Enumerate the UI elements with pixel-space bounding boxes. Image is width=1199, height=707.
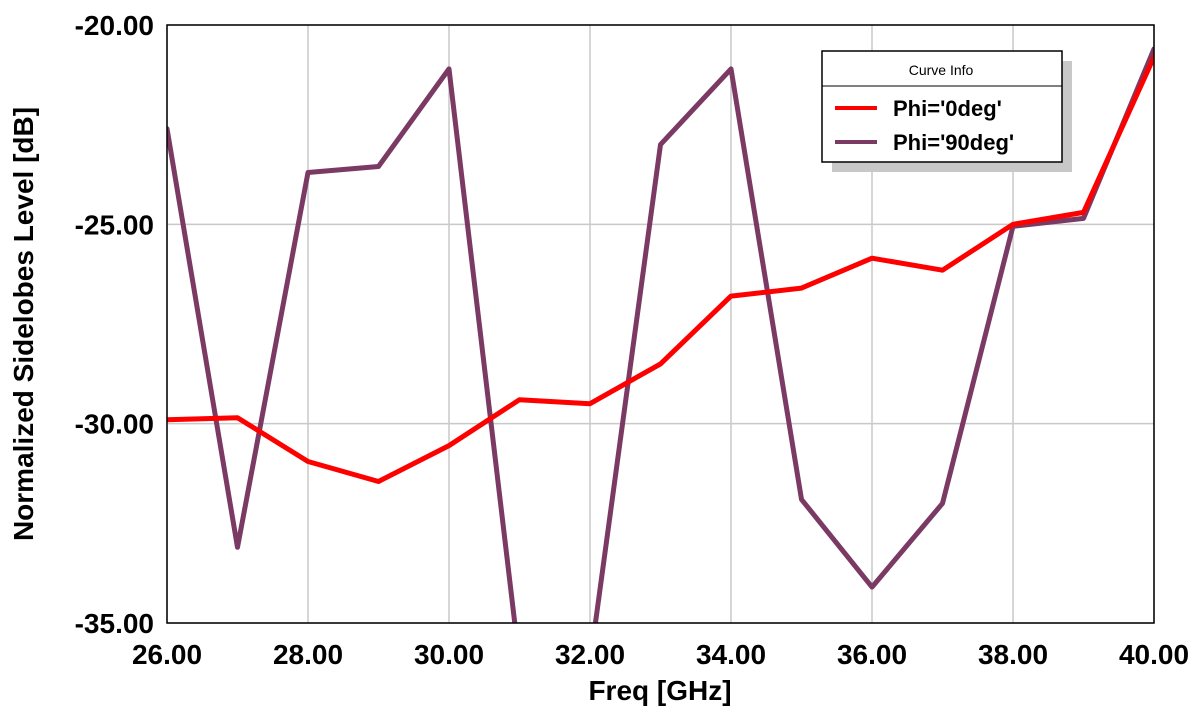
legend-label-phi-0deg: Phi='0deg' [893, 96, 1002, 121]
series-line-phi-90deg [167, 46, 1154, 623]
series-layer [167, 46, 1154, 623]
x-tick-label: 32.00 [555, 639, 625, 670]
x-tick-label: 38.00 [978, 639, 1048, 670]
x-tick-label: 30.00 [414, 639, 484, 670]
y-axis-label: Normalized Sidelobes Level [dB] [8, 107, 39, 541]
legend-title: Curve Info [909, 62, 974, 78]
y-tick-label: -30.00 [75, 409, 154, 440]
x-tick-label: 28.00 [273, 639, 343, 670]
y-tick-label: -35.00 [75, 608, 154, 639]
x-tick-label: 36.00 [837, 639, 907, 670]
x-tick-label: 34.00 [696, 639, 766, 670]
plot-frame [166, 24, 1155, 624]
y-tick-labels: -20.00 -25.00 -30.00 -35.00 [75, 10, 154, 639]
series-line-phi-0deg [167, 54, 1154, 484]
x-tick-labels: 26.00 28.00 30.00 32.00 34.00 36.00 38.00 40.00 [132, 639, 1189, 670]
x-axis-label: Freq [GHz] [588, 675, 731, 706]
legend: Curve Info Phi='0deg' Phi='90deg' [821, 50, 1072, 172]
y-tick-label: -25.00 [75, 209, 154, 240]
x-tick-label: 40.00 [1119, 639, 1189, 670]
legend-label-phi-90deg: Phi='90deg' [893, 130, 1014, 155]
y-tick-label: -20.00 [75, 10, 154, 41]
x-tick-label: 26.00 [132, 639, 202, 670]
